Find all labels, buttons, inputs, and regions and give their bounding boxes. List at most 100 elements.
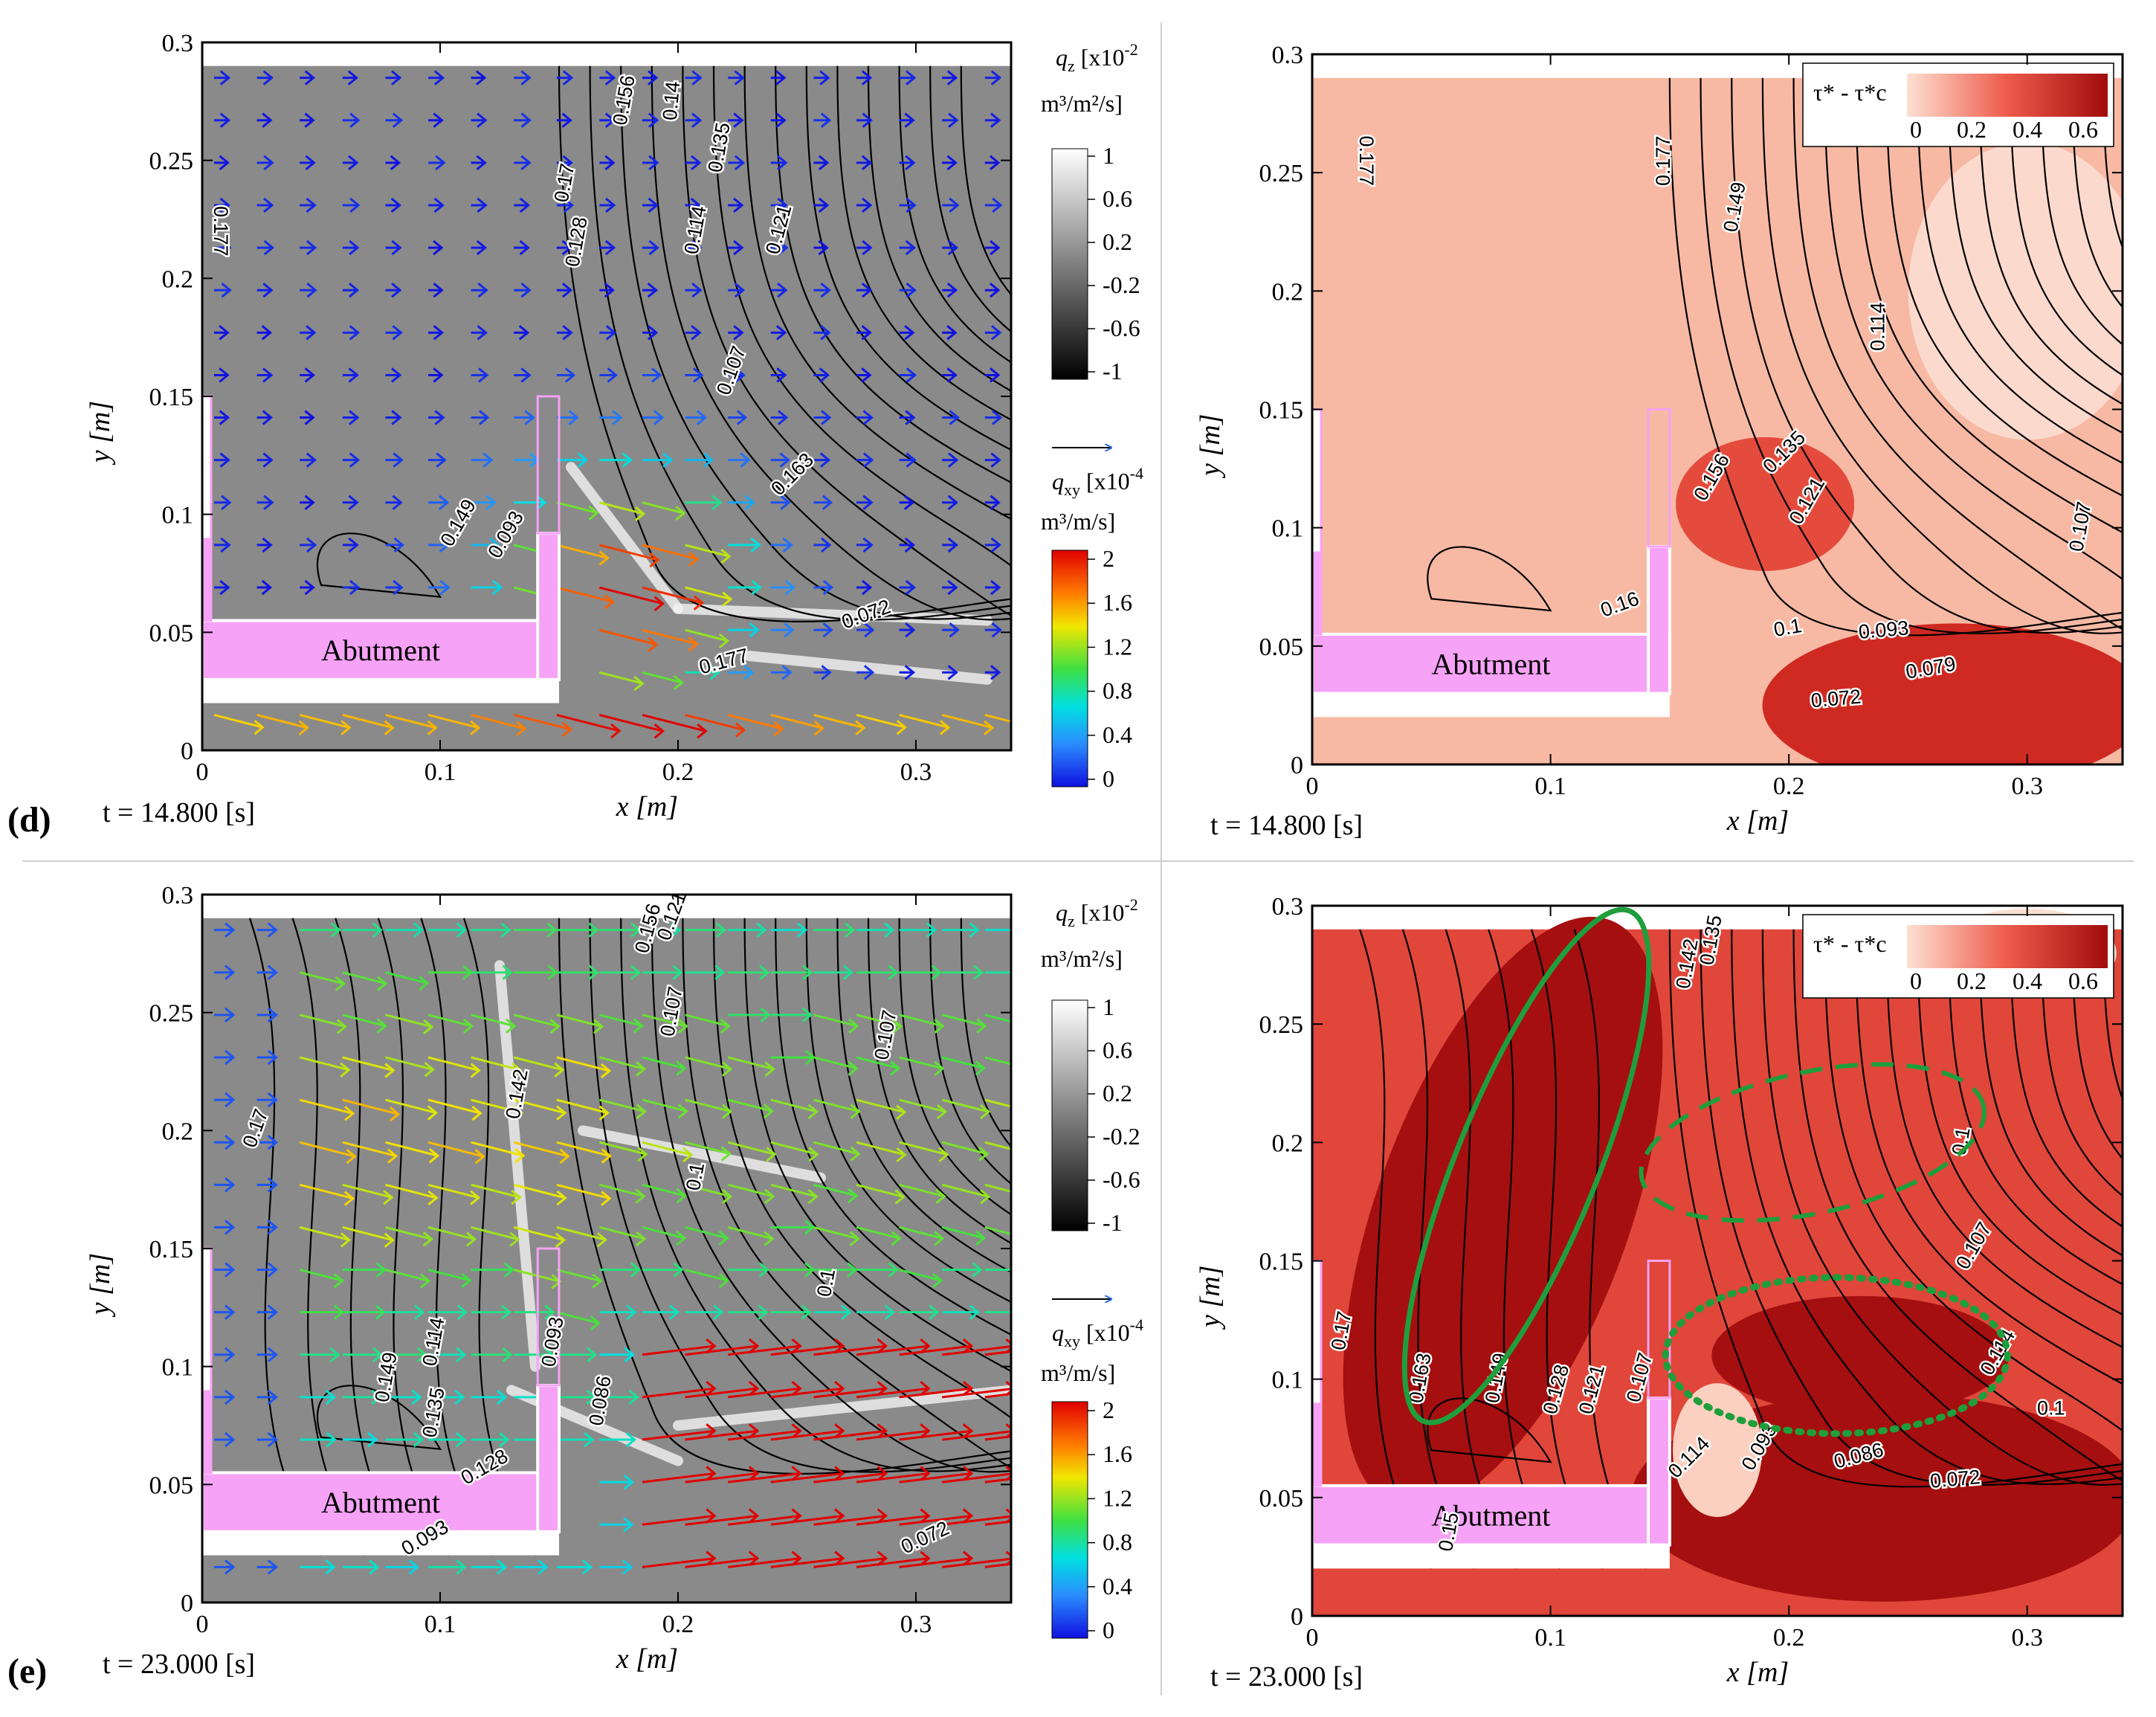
flux-vector bbox=[300, 239, 317, 256]
flux-vector bbox=[770, 155, 788, 171]
flux-vector bbox=[984, 1056, 1011, 1066]
contour-line bbox=[1885, 77, 2123, 497]
flux-vector bbox=[300, 1347, 340, 1362]
tau-legend-tick: 0 bbox=[1910, 967, 1922, 994]
contour-line bbox=[2071, 929, 2123, 1160]
flux-vector bbox=[342, 1389, 382, 1405]
y-tick-label: 0.2 bbox=[162, 265, 194, 293]
contour-line bbox=[462, 918, 536, 1556]
flux-vector bbox=[385, 579, 404, 596]
flux-vector bbox=[471, 112, 488, 128]
flux-vector bbox=[556, 1056, 612, 1079]
flux-vector bbox=[856, 197, 873, 213]
flux-vector bbox=[385, 367, 402, 383]
flux-vector bbox=[770, 1183, 819, 1205]
contour-line bbox=[335, 918, 408, 1556]
flux-vector bbox=[728, 1550, 802, 1568]
flux-vector bbox=[942, 964, 984, 980]
contour-label: 0.177 bbox=[1355, 135, 1378, 186]
colorbar-qz-d: qz [x10-2 m³/m²/s] 1 0.6 0.2 -0.2 -0.6 -1 bbox=[1041, 40, 1140, 384]
flux-vector bbox=[214, 1007, 236, 1023]
flux-vector bbox=[642, 1338, 717, 1356]
flux-vector bbox=[728, 922, 767, 938]
flux-vector bbox=[513, 1056, 565, 1077]
flux-vector bbox=[685, 367, 704, 383]
colorbar-tick-label: 1.2 bbox=[1103, 1484, 1132, 1511]
flux-vector bbox=[813, 1381, 888, 1399]
flux-vector bbox=[899, 452, 917, 468]
flux-vector bbox=[214, 1431, 236, 1448]
flux-vector bbox=[599, 544, 660, 568]
flux-vector bbox=[727, 713, 784, 737]
colorbar-qz-e: qz [x10-2 m³/m²/s] 1 0.6 0.2 -0.2 -0.6 -1 bbox=[1041, 895, 1140, 1236]
flux-vector bbox=[599, 452, 633, 468]
flux-vector bbox=[556, 1347, 598, 1362]
gap-strip bbox=[202, 1531, 559, 1556]
flux-vector bbox=[685, 544, 732, 564]
flux-vector bbox=[813, 197, 830, 213]
colorbar-tick-label: -0.2 bbox=[1103, 271, 1140, 298]
colorbar-qxy-d: qxy [x10-4 m³/m/s] 2 1.6 1.2 0.8 0.4 0 bbox=[1041, 448, 1143, 792]
flux-vector bbox=[685, 155, 702, 171]
contour-line bbox=[248, 918, 322, 1556]
flux-vector bbox=[813, 239, 829, 256]
flux-vector bbox=[899, 622, 916, 638]
flux-vector bbox=[471, 1262, 515, 1278]
flux-vector bbox=[685, 283, 703, 298]
highlight-ellipse-dotted bbox=[1662, 1274, 2011, 1437]
y-tick-label: 0.15 bbox=[149, 1236, 194, 1263]
flux-vector bbox=[342, 197, 361, 213]
flux-vector bbox=[770, 964, 813, 980]
x-axis-label: x [m] bbox=[1726, 1657, 1789, 1688]
flux-vector bbox=[642, 1381, 717, 1399]
flux-vector bbox=[984, 325, 1002, 341]
flux-vector bbox=[728, 622, 760, 638]
flux-vector bbox=[813, 70, 830, 86]
flux-vector bbox=[342, 537, 359, 553]
flux-vector bbox=[813, 1550, 888, 1568]
flux-vector bbox=[599, 1474, 634, 1490]
flux-vector bbox=[728, 239, 744, 256]
flux-vector bbox=[727, 1183, 775, 1205]
flux-vector bbox=[984, 1562, 1011, 1568]
flux-vector bbox=[984, 1269, 1011, 1272]
flux-vector bbox=[214, 1177, 236, 1193]
colorbar-tick-label: 0.4 bbox=[1103, 1573, 1132, 1600]
x-tick-label: 0.1 bbox=[1534, 1624, 1566, 1652]
flux-vector bbox=[513, 1141, 570, 1164]
flux-vector bbox=[256, 1135, 278, 1150]
flux-vector bbox=[342, 971, 388, 991]
qxy-title-e: qxy [x10-4 bbox=[1052, 1315, 1143, 1350]
flux-vector bbox=[770, 197, 788, 213]
y-tick-label: 0.3 bbox=[162, 30, 194, 57]
y-tick-label: 0 bbox=[181, 738, 193, 765]
contour-line bbox=[1731, 77, 2123, 634]
qxy-units-e: m³/m/s] bbox=[1041, 1359, 1115, 1386]
flux-vector bbox=[770, 537, 793, 553]
colorbar-tick-label: 1.2 bbox=[1103, 633, 1132, 660]
flux-vector bbox=[770, 1423, 845, 1441]
flux-vector bbox=[214, 283, 232, 298]
contour-loop bbox=[1427, 546, 1552, 612]
flux-vector bbox=[642, 325, 659, 341]
abutment-body bbox=[1312, 632, 1671, 695]
flux-vector bbox=[941, 713, 995, 735]
wall-strip-fill bbox=[1312, 551, 1321, 634]
flux-vector bbox=[471, 1304, 512, 1320]
flux-vector bbox=[428, 155, 446, 171]
abutment-outline bbox=[536, 1247, 561, 1387]
colorbar-qxy-e: qxy [x10-4 m³/m/s] 2 1.6 1.2 0.8 0.4 0 bbox=[1041, 1299, 1143, 1643]
flux-vector bbox=[813, 155, 830, 171]
flux-vector bbox=[599, 1304, 637, 1320]
x-axis-label: x [m] bbox=[1726, 805, 1789, 837]
flux-vector bbox=[214, 495, 232, 510]
flux-vector bbox=[899, 1508, 974, 1526]
flux-vector bbox=[856, 1304, 896, 1320]
flux-vector bbox=[513, 713, 572, 738]
flux-vector bbox=[685, 410, 708, 425]
flux-vector bbox=[256, 964, 278, 980]
flux-vector bbox=[685, 452, 714, 468]
flux-vector bbox=[599, 239, 616, 256]
contour-line bbox=[2040, 929, 2123, 1197]
flux-vector bbox=[899, 112, 915, 128]
